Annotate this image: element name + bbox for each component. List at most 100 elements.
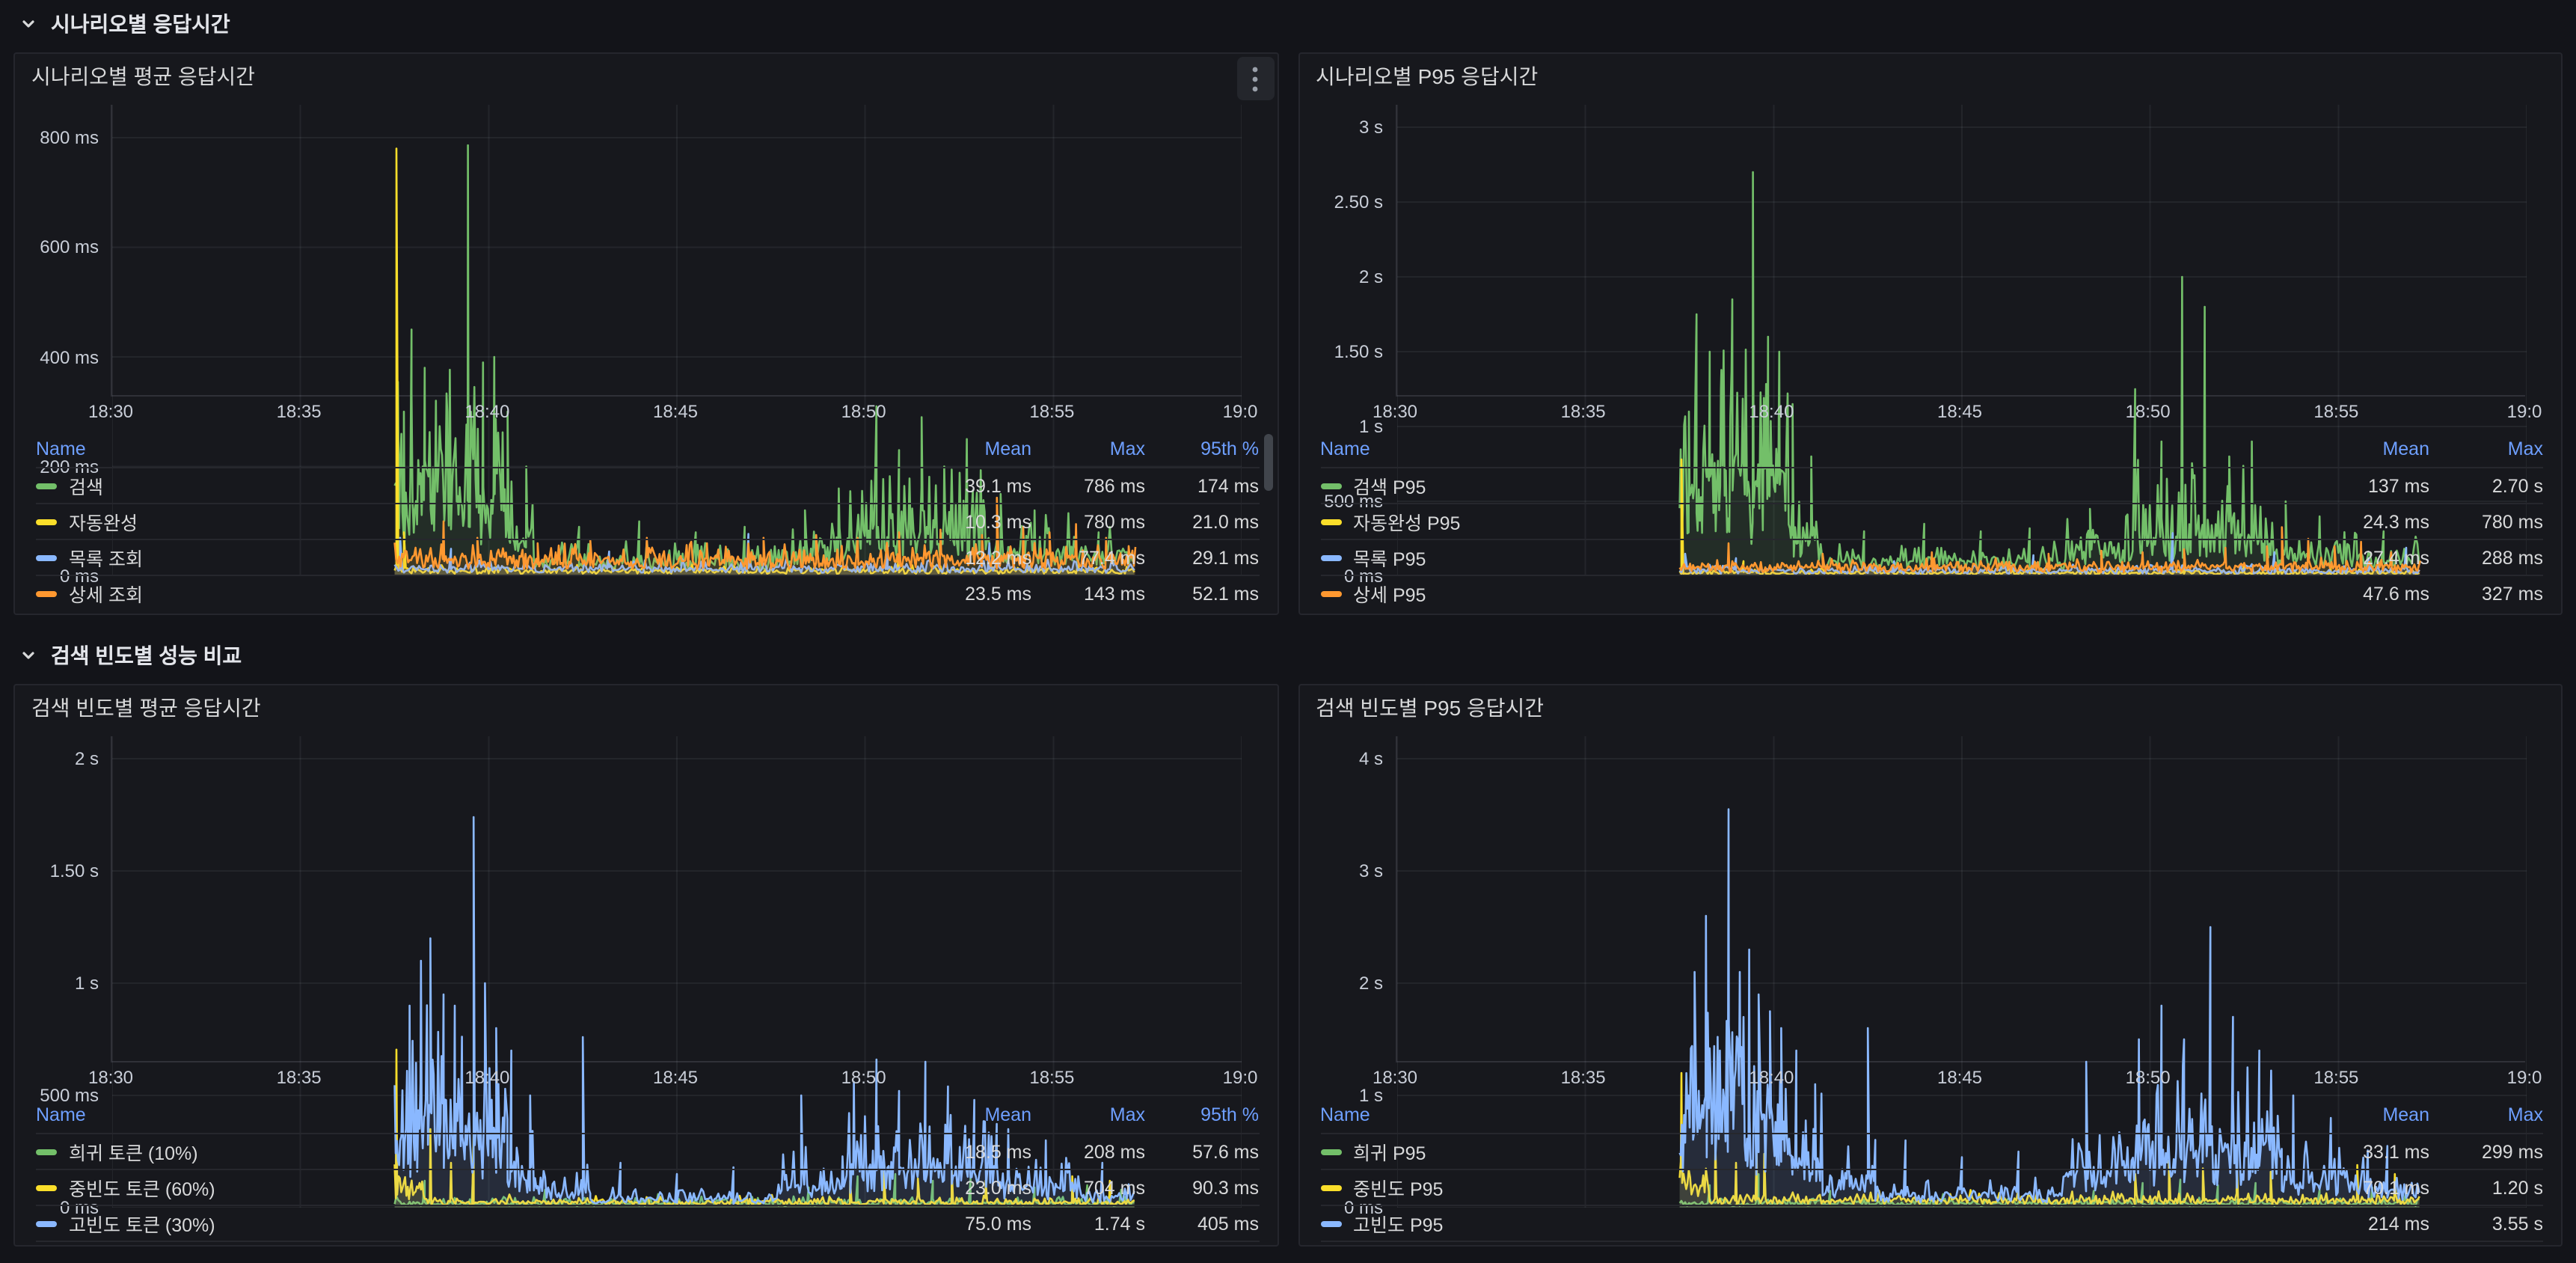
- y-axis: 0 ms 200 ms 400 ms 600 ms 800 ms: [24, 105, 111, 587]
- legend-header-col[interactable]: Mean: [2382, 1104, 2429, 1125]
- y-tick-label: 500 ms: [1324, 491, 1383, 512]
- legend: Name Mean Max 95th % 희귀 토큰 (10%) 18.5 ms 208 m…: [15, 1095, 1277, 1245]
- legend-series-toggle[interactable]: 고빈도 토큰 (30%): [36, 1209, 918, 1238]
- legend-scrollbar[interactable]: [1263, 434, 1272, 491]
- x-tick-label: 18:40: [464, 1067, 510, 1088]
- legend-header-col[interactable]: Mean: [2382, 438, 2429, 459]
- x-tick-label: 18:30: [88, 1067, 134, 1088]
- chevron-down-icon: [19, 646, 37, 664]
- legend-series-toggle[interactable]: 검색 P95: [1320, 471, 2316, 500]
- y-tick-label: 400 ms: [40, 346, 99, 367]
- legend-header-row: Name Mean Max 95th %: [36, 1095, 1259, 1133]
- legend-row: 상세 조회 23.5 ms 143 ms 52.1 ms: [36, 575, 1259, 611]
- legend-series-name: 상세 P95: [1353, 585, 1426, 606]
- plot-area[interactable]: [111, 736, 1242, 1208]
- legend-stat-value: 29.1 ms: [1192, 547, 1259, 568]
- y-axis: 0 ms 500 ms 1 s 1.50 s 2 s: [24, 736, 111, 1218]
- panels-row-2: 검색 빈도별 평균 응답시간 0 ms 500 ms 1 s 1.50 s 2 s 18…: [13, 684, 2563, 1247]
- legend-header-name[interactable]: Name: [36, 1104, 86, 1125]
- row-header-scenario[interactable]: 시나리오별 응답시간: [0, 4, 230, 43]
- legend-stat-value: 23.5 ms: [965, 583, 1031, 604]
- y-tick-label: 0 ms: [59, 1197, 99, 1218]
- plot-area[interactable]: [1395, 105, 2526, 576]
- legend-header-col[interactable]: Max: [1109, 1104, 1145, 1125]
- legend-series-toggle[interactable]: 고빈도 P95: [1320, 1209, 2316, 1238]
- legend-series-toggle[interactable]: 목록 P95: [1320, 543, 2316, 572]
- legend-series-name: 고빈도 P95: [1353, 1215, 1444, 1236]
- chart-region: 0 ms 500 ms 1 s 1.50 s 2 s: [15, 730, 1277, 1218]
- legend-header-col[interactable]: Max: [1109, 438, 1145, 459]
- plot-area[interactable]: [1395, 736, 2526, 1208]
- legend-header-col[interactable]: Mean: [984, 1104, 1031, 1125]
- y-tick-label: 600 ms: [40, 236, 99, 258]
- legend-header-col[interactable]: Mean: [984, 438, 1031, 459]
- panel-title[interactable]: 검색 빈도별 P95 응답시간: [1316, 696, 1544, 720]
- legend-stat-value: 33.1 ms: [2363, 1141, 2429, 1162]
- legend-stat-value: 39.1 ms: [965, 475, 1031, 496]
- x-tick-label: 18:30: [88, 401, 134, 422]
- legend-series-name: 자동완성 P95: [1353, 513, 1461, 534]
- panel-header: 시나리오별 P95 응답시간: [1299, 54, 2561, 99]
- series-color-swatch: [36, 483, 57, 489]
- legend-series-toggle[interactable]: 검색: [36, 471, 918, 500]
- legend-stat-value: 208 ms: [1084, 1141, 1145, 1162]
- y-tick-label: 0 ms: [1343, 1197, 1383, 1218]
- legend-stat-value: 174 ms: [1197, 475, 1259, 496]
- legend-header-col[interactable]: 95th %: [1200, 1104, 1259, 1125]
- x-tick-label: 18:50: [841, 401, 886, 422]
- legend-series-toggle[interactable]: 중빈도 토큰 (60%): [36, 1173, 918, 1202]
- legend-series-toggle[interactable]: 중빈도 P95: [1320, 1173, 2316, 1202]
- x-tick-label: 18:45: [1936, 401, 1983, 422]
- legend-row: 고빈도 토큰 (30%) 75.0 ms 1.74 s 405 ms: [36, 1205, 1259, 1242]
- panel-menu-kebab-icon[interactable]: [1236, 57, 1274, 100]
- x-tick-label: 18:35: [276, 401, 322, 422]
- chart-region: 0 ms 1 s 2 s 3 s 4 s: [1299, 730, 2561, 1218]
- legend-series-toggle[interactable]: 자동완성 P95: [1320, 507, 2316, 536]
- y-tick-label: 2 s: [1358, 973, 1383, 994]
- legend-series-toggle[interactable]: 목록 조회: [36, 543, 918, 572]
- legend-series-name: 목록 P95: [1353, 549, 1426, 570]
- legend-header-name[interactable]: Name: [36, 438, 86, 459]
- legend-stat-value: 18.5 ms: [965, 1141, 1031, 1162]
- legend-series-name: 중빈도 토큰 (60%): [69, 1179, 215, 1200]
- legend-row: 검색 39.1 ms 786 ms 174 ms: [36, 467, 1259, 503]
- legend-series-toggle[interactable]: 자동완성: [36, 507, 918, 536]
- y-tick-label: 1 s: [1358, 1085, 1383, 1106]
- legend-series-toggle[interactable]: 상세 P95: [1320, 579, 2316, 608]
- y-tick-label: 1.50 s: [49, 860, 99, 881]
- panel-title[interactable]: 시나리오별 평균 응답시간: [31, 64, 255, 88]
- legend-header-name[interactable]: Name: [1320, 438, 1370, 459]
- legend-stat-value: 786 ms: [1084, 475, 1145, 496]
- panel-title[interactable]: 검색 빈도별 평균 응답시간: [31, 696, 261, 720]
- grid-lines: [112, 105, 1242, 576]
- series-color-swatch: [1320, 1149, 1341, 1155]
- legend-header-col[interactable]: 95th %: [1200, 438, 1259, 459]
- legend-row: 중빈도 토큰 (60%) 23.0 ms 704 ms 90.3 ms: [36, 1169, 1259, 1205]
- x-tick-label: 18:40: [1749, 1067, 1794, 1088]
- legend-series-toggle[interactable]: 상세 조회: [36, 579, 918, 608]
- legend-series-toggle[interactable]: 희귀 P95: [1320, 1137, 2316, 1166]
- y-axis: 0 ms 500 ms 1 s 1.50 s 2 s 2.50 s 3 s: [1308, 105, 1395, 587]
- y-tick-label: 4 s: [1358, 748, 1383, 769]
- legend-header-col[interactable]: Max: [2507, 438, 2543, 459]
- legend-series-toggle[interactable]: 희귀 토큰 (10%): [36, 1137, 918, 1166]
- legend-series-name: 자동완성: [69, 513, 138, 534]
- legend-header-col[interactable]: Max: [2507, 1104, 2543, 1125]
- x-axis: 18:30 18:35 18:40 18:45 18:50 18:55 19:0: [88, 397, 1257, 428]
- x-tick-label: 18:50: [2125, 401, 2171, 422]
- legend-stat-value: 12.2 ms: [965, 547, 1031, 568]
- legend-header-name[interactable]: Name: [1320, 1104, 1370, 1125]
- panel-title[interactable]: 시나리오별 P95 응답시간: [1316, 64, 1539, 88]
- x-tick-label: 18:35: [1560, 1067, 1606, 1088]
- row-header-frequency[interactable]: 검색 빈도별 성능 비교: [0, 636, 242, 675]
- y-tick-label: 1 s: [1358, 416, 1383, 437]
- plot-area[interactable]: [111, 105, 1242, 576]
- legend-series-name: 중빈도 P95: [1353, 1179, 1444, 1200]
- legend-series-name: 검색: [69, 477, 104, 498]
- x-tick-label: 19:0: [2506, 401, 2542, 422]
- y-tick-label: 0 ms: [1343, 566, 1383, 587]
- panel-scenario-p95: 시나리오별 P95 응답시간 0 ms 500 ms 1 s 1.50 s 2 s 2.5…: [1298, 52, 2563, 615]
- x-tick-label: 18:55: [1029, 401, 1075, 422]
- y-tick-label: 2 s: [74, 748, 99, 769]
- legend-header-row: Name Mean Max: [1320, 429, 2543, 467]
